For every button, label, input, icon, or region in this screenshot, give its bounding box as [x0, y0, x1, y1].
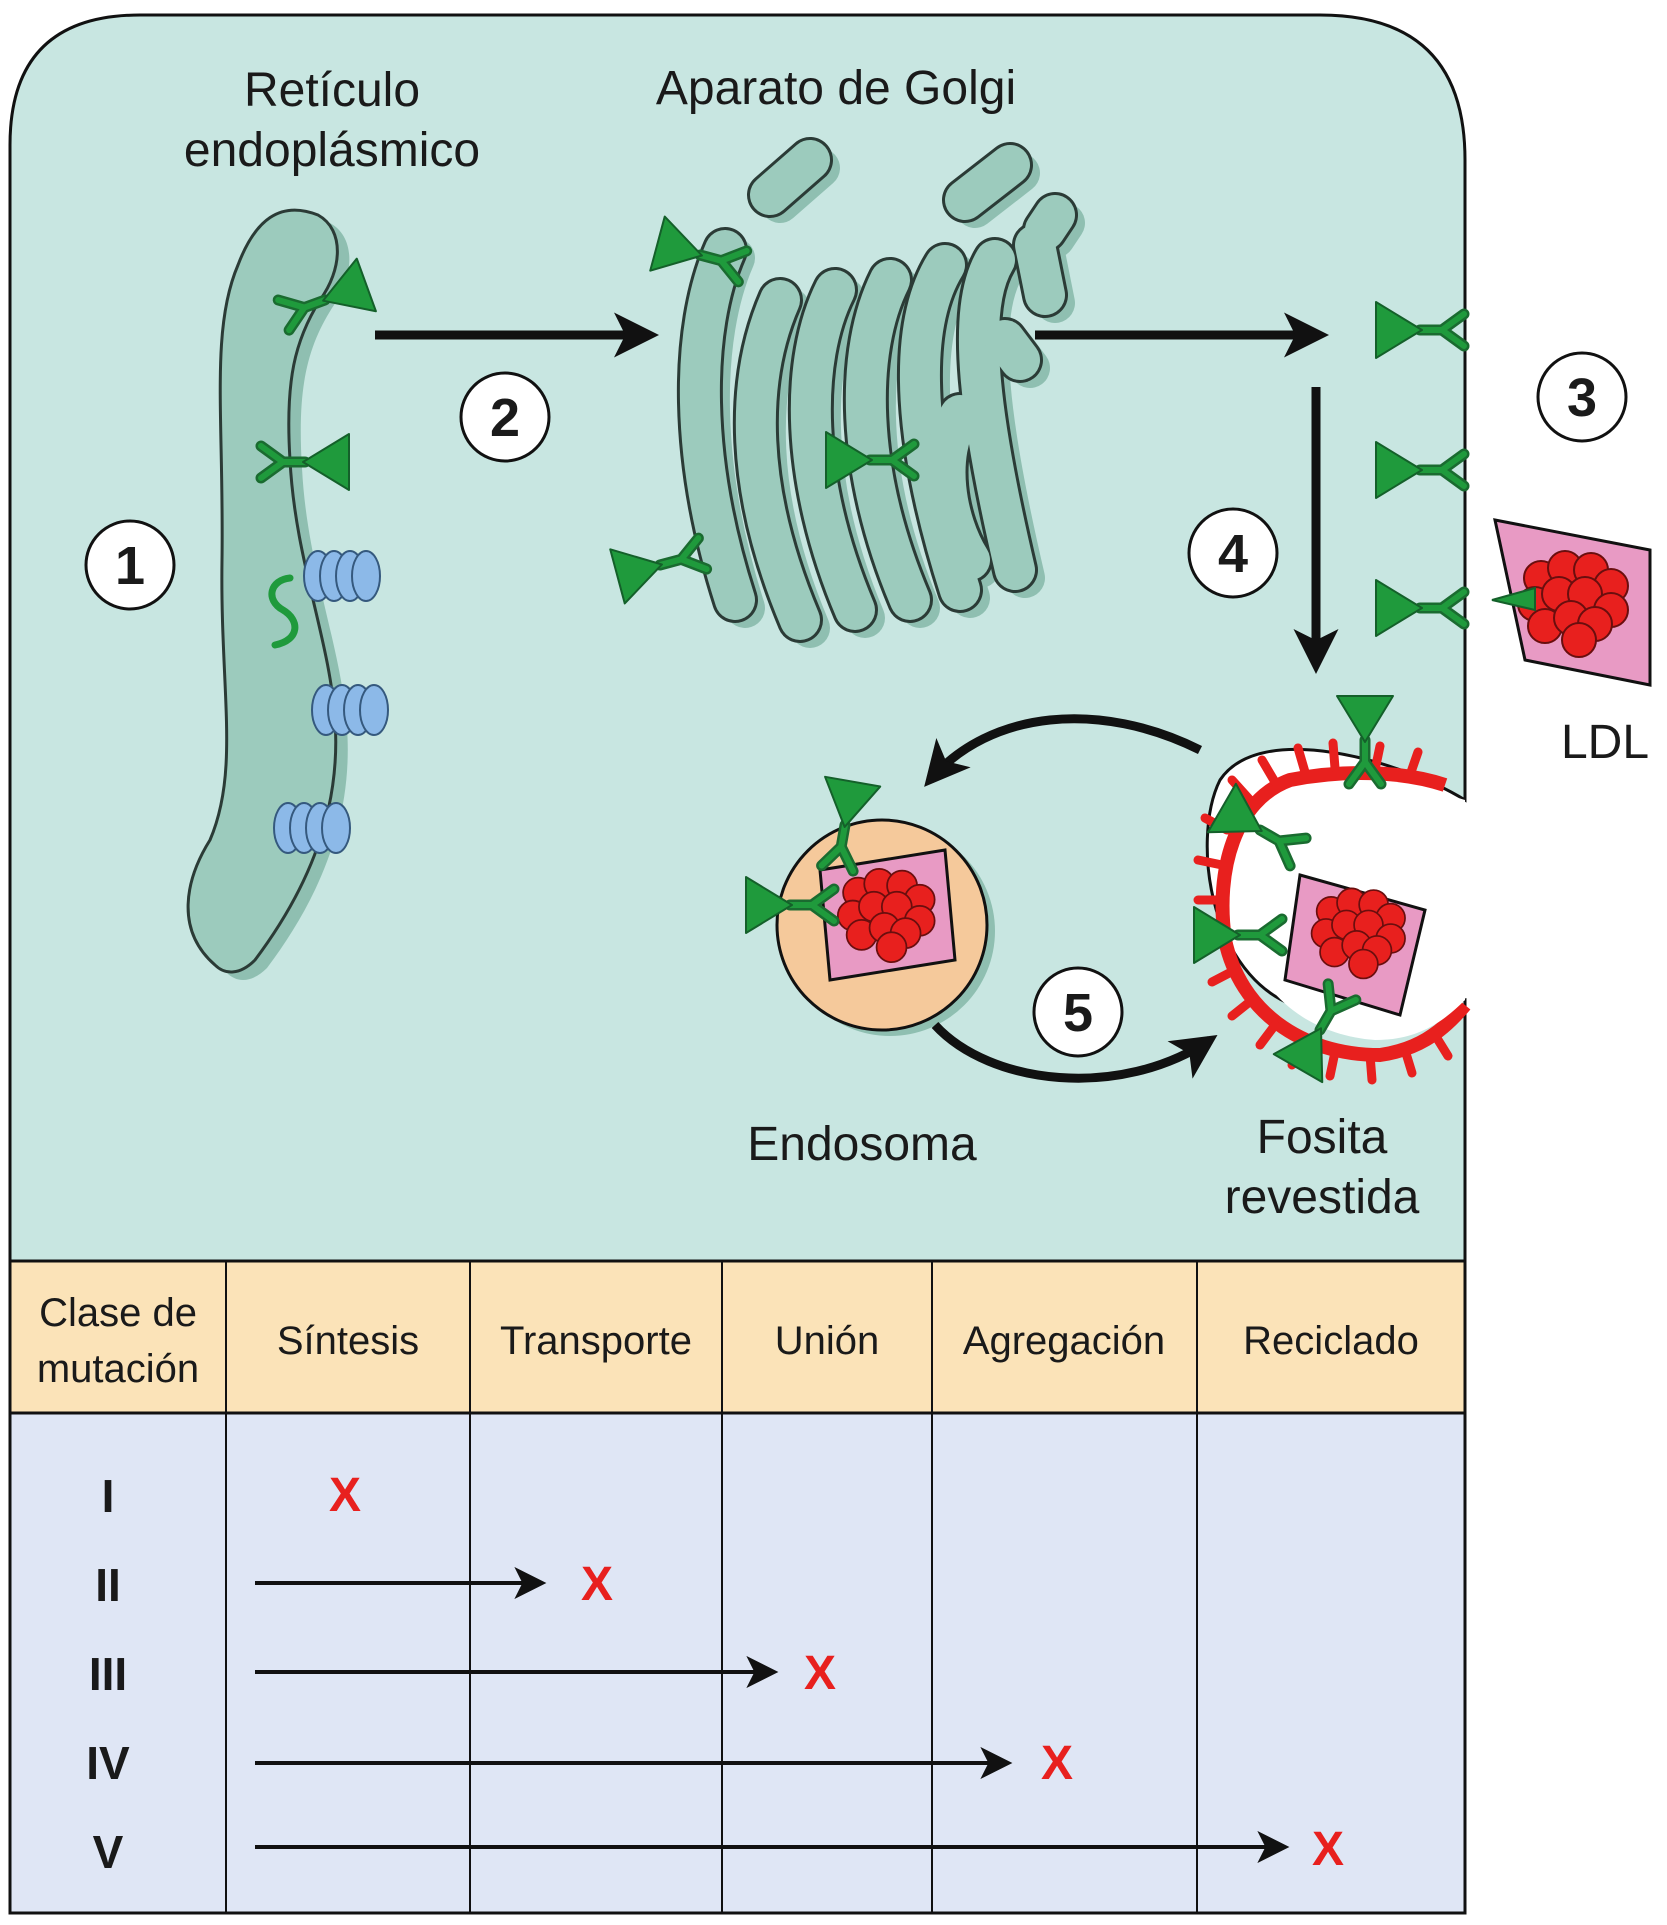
mutation-class-label: IV	[86, 1737, 130, 1789]
step-number: 5	[1063, 983, 1093, 1043]
table-header-cell: Transporte	[500, 1319, 692, 1363]
coated-pit-label-line1: Fosita	[1257, 1111, 1388, 1164]
golgi-label: Aparato de Golgi	[656, 62, 1016, 115]
endosome	[775, 818, 995, 1036]
table-header-cell: Síntesis	[277, 1319, 419, 1363]
progress-arrows	[255, 1567, 1290, 1863]
nascent-protein-icon	[268, 574, 299, 649]
mutation-class-label: V	[93, 1826, 124, 1878]
step-number: 2	[490, 388, 520, 448]
golgi-apparatus	[676, 137, 1085, 648]
table-header-cell: Agregación	[963, 1319, 1165, 1363]
ldl-label: LDL	[1561, 716, 1649, 769]
mutation-class-label: III	[89, 1648, 127, 1700]
table-header-row	[8, 1259, 1467, 1415]
table-header-cell: Reciclado	[1243, 1319, 1419, 1363]
block-mark: X	[804, 1647, 836, 1700]
block-mark: X	[581, 1558, 613, 1611]
ribosome-icon	[303, 550, 381, 602]
ldl-particle	[1491, 518, 1652, 687]
ribosome-icon	[311, 684, 389, 736]
coated-pit	[1193, 738, 1471, 1085]
table-header-cell: Unión	[775, 1319, 880, 1363]
endosome-label: Endosoma	[747, 1118, 977, 1171]
mutation-class-table: Clase de mutación Síntesis Transporte Un…	[8, 1259, 1467, 1915]
coated-pit-label-line2: revestida	[1225, 1171, 1420, 1224]
block-mark: X	[1312, 1823, 1344, 1876]
mutation-class-label: II	[95, 1559, 121, 1611]
table-body	[8, 1411, 1467, 1915]
ribosome-icon	[273, 802, 351, 854]
process-arrows	[375, 312, 1339, 1083]
table-corner-line2: mutación	[37, 1347, 199, 1391]
step-number: 3	[1567, 368, 1597, 428]
er-label-line2: endoplásmico	[184, 124, 480, 177]
mutation-class-label: I	[102, 1470, 115, 1522]
er-label-line1: Retículo	[244, 64, 420, 117]
step-number: 4	[1218, 524, 1248, 584]
block-mark: X	[1041, 1737, 1073, 1790]
step-number: 1	[115, 536, 145, 596]
block-mark: X	[329, 1469, 361, 1522]
table-corner-line1: Clase de	[39, 1291, 197, 1335]
step-badges: 1 2 3 4 5	[84, 351, 1628, 1058]
